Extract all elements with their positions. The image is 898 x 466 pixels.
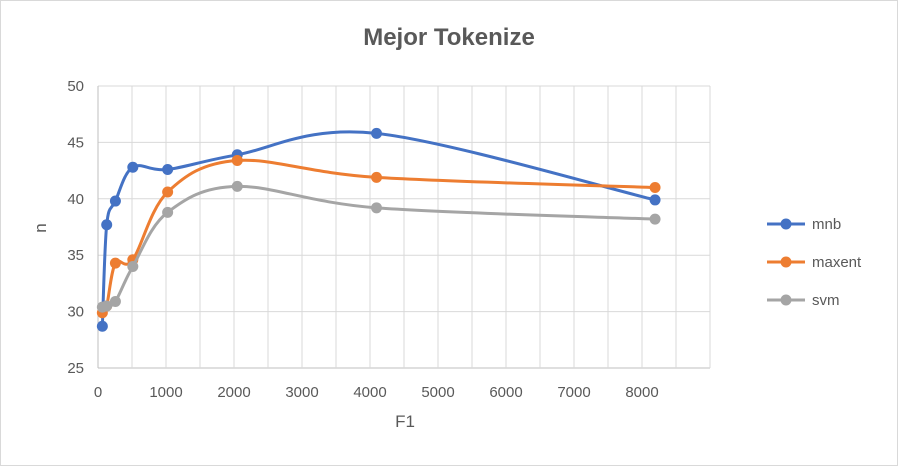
legend-item-mnb: mnb — [767, 216, 841, 233]
data-point-mnb — [101, 219, 113, 231]
data-point-mnb — [96, 320, 108, 332]
legend-label: svm — [812, 292, 840, 309]
data-point-svm — [371, 202, 383, 214]
data-point-mnb — [162, 163, 174, 175]
data-point-svm — [127, 260, 139, 272]
legend-swatch-marker — [780, 294, 792, 306]
series-svm — [96, 180, 661, 313]
data-point-svm — [101, 300, 113, 312]
x-tick-label: 3000 — [285, 384, 318, 401]
gridlines — [97, 85, 711, 369]
x-tick-label: 1000 — [149, 384, 182, 401]
y-tick-label: 25 — [67, 360, 84, 377]
data-point-maxent — [649, 182, 661, 194]
x-tick-label: 8000 — [625, 384, 658, 401]
data-point-maxent — [162, 186, 174, 198]
series-line-maxent — [101, 158, 656, 314]
y-tick-label: 30 — [67, 304, 84, 321]
series-line-mnb — [100, 130, 656, 327]
y-tick-label: 40 — [67, 191, 84, 208]
x-tick-label: 7000 — [557, 384, 590, 401]
data-point-mnb — [109, 195, 121, 207]
data-point-maxent — [109, 257, 121, 269]
x-tick-label: 2000 — [217, 384, 250, 401]
series-layer — [96, 127, 661, 332]
data-point-svm — [231, 180, 243, 192]
x-tick-label: 0 — [94, 384, 102, 401]
data-point-mnb — [371, 127, 383, 139]
x-tick-label: 4000 — [353, 384, 386, 401]
legend-swatch-marker — [780, 256, 792, 268]
data-point-maxent — [371, 171, 383, 183]
legend-item-maxent: maxent — [767, 254, 862, 271]
legend-swatch-marker — [780, 218, 792, 230]
data-point-svm — [649, 213, 661, 225]
x-tick-label: 5000 — [421, 384, 454, 401]
x-axis-label: F1 — [395, 412, 415, 431]
tick-labels: 25 30 35 40 45 50 0 1000 2000 3000 4000 5000 6000 700… — [67, 78, 658, 401]
data-point-mnb — [649, 194, 661, 206]
y-tick-label: 50 — [67, 78, 84, 95]
data-point-mnb — [127, 161, 139, 173]
data-point-svm — [162, 206, 174, 218]
legend-label: mnb — [812, 216, 841, 233]
data-point-maxent — [231, 154, 243, 166]
y-tick-label: 45 — [67, 134, 84, 151]
chart-title: Mejor Tokenize — [363, 24, 535, 51]
legend-item-svm: svm — [767, 292, 840, 309]
y-tick-label: 35 — [67, 247, 84, 264]
series-mnb — [96, 127, 661, 332]
legend-label: maxent — [812, 254, 862, 271]
data-point-svm — [109, 295, 121, 307]
legend: mnb maxent svm — [767, 216, 862, 309]
x-tick-label: 6000 — [489, 384, 522, 401]
